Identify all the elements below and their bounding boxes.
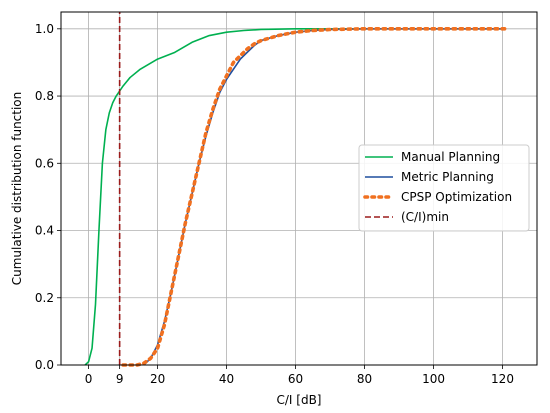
series-line-cpsp-optimization — [121, 27, 508, 367]
y-tick-label: 0.6 — [35, 156, 54, 170]
legend-box — [358, 144, 530, 232]
series-layer — [84, 12, 508, 367]
x-tick-label: 40 — [219, 372, 234, 386]
y-axis-label: Cumulative distribution function — [10, 92, 24, 286]
x-tick-label: 120 — [491, 372, 514, 386]
legend-label: Metric Planning — [401, 170, 494, 184]
y-tick-label: 0.2 — [35, 291, 54, 305]
legend-label: CPSP Optimization — [401, 190, 512, 204]
x-tick-label: 20 — [150, 372, 165, 386]
x-tick-label: 60 — [288, 372, 303, 386]
y-tick-label: 0.4 — [35, 224, 54, 238]
x-tick-label: 100 — [422, 372, 445, 386]
ticks-layer: 0 9 20 40 60 80 100 120 0.0 0.2 0.4 0.6 0.8 1.0 — [35, 22, 514, 386]
x-tick-label: 9 — [116, 372, 124, 386]
x-tick-label: 80 — [357, 372, 372, 386]
plot-frame — [60, 11, 538, 366]
legend-label: Manual Planning — [401, 150, 500, 164]
x-tick-label: 0 — [85, 372, 93, 386]
y-tick-label: 0.8 — [35, 89, 54, 103]
x-axis-label: C/I [dB] — [277, 393, 322, 407]
y-tick-label: 0.0 — [35, 358, 54, 372]
legend: Manual Planning Metric Planning CPSP Optim… — [358, 144, 530, 232]
y-tick-label: 1.0 — [35, 22, 54, 36]
legend-label: (C/I)min — [401, 210, 449, 224]
